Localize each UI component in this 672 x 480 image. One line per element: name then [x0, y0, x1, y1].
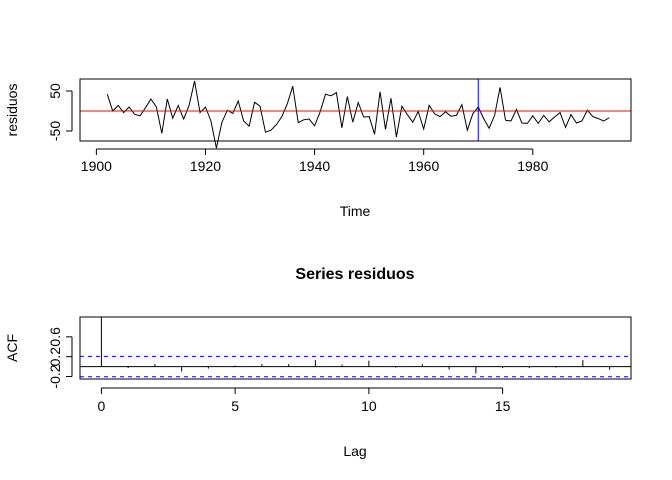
- x-tick-label: 1900: [81, 158, 112, 174]
- x-tick-label: 1960: [408, 158, 439, 174]
- residuals-series: [106, 80, 610, 149]
- time-axis-title: Time: [340, 203, 371, 219]
- x-tick-label: 1940: [299, 158, 330, 174]
- acf-axis-title: ACF: [4, 334, 20, 362]
- residuals-panel: 1900 1920 1940 1960 1980 -50 50 Time residuos: [4, 78, 632, 219]
- acf-panel: Series residuos 0 5 10 15 -0.20.20.6 Lag AC…: [4, 266, 632, 459]
- x-tick-label: 5: [231, 398, 239, 414]
- y-tick-label: -0.2: [47, 364, 63, 388]
- x-tick-label: 1980: [517, 158, 548, 174]
- y-tick-label: -50: [47, 121, 63, 141]
- x-tick-label: 1920: [190, 158, 221, 174]
- lag-axis-title: Lag: [343, 443, 366, 459]
- x-tick-label: 15: [495, 398, 511, 414]
- residuals-plot-frame: [79, 78, 632, 142]
- acf-bars: [100, 317, 611, 374]
- residuals-line: [106, 80, 610, 149]
- residuos-axis-title: residuos: [4, 84, 20, 137]
- time-x-axis: 1900 1920 1940 1960 1980: [81, 148, 549, 174]
- confidence-band: [80, 355, 631, 378]
- acf-y-axis: -0.20.20.6: [47, 327, 73, 389]
- reference-lines: [80, 79, 631, 141]
- x-tick-label: 0: [97, 398, 105, 414]
- y-tick-label: 0.6: [47, 327, 63, 347]
- lag-x-axis: 0 5 10 15: [97, 387, 511, 414]
- residuos-y-axis: -50 50: [47, 83, 73, 141]
- acf-plot-frame: [79, 316, 632, 380]
- acf-chart-title: Series residuos: [295, 266, 414, 283]
- y-tick-label: 0.2: [47, 347, 63, 367]
- x-tick-label: 10: [361, 398, 377, 414]
- y-tick-label: 50: [47, 83, 63, 99]
